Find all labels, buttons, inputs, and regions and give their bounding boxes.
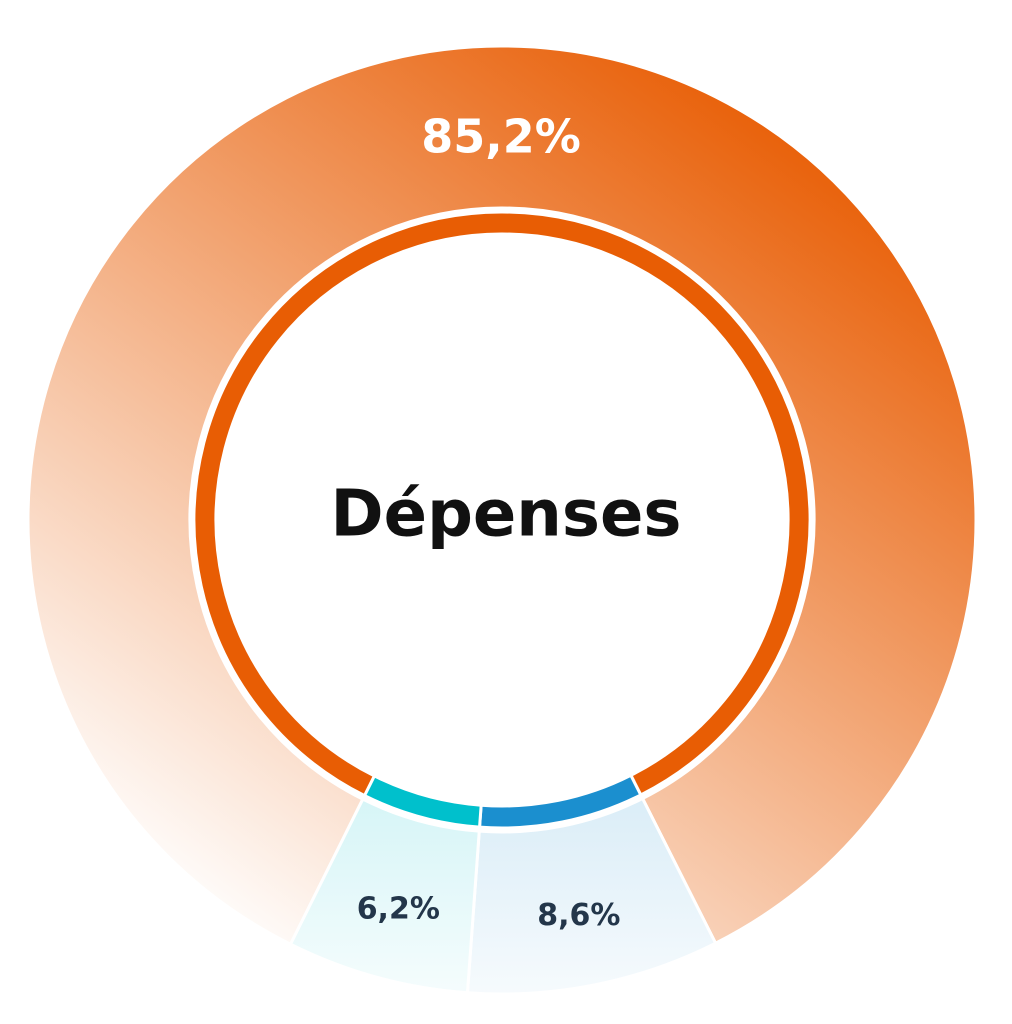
value-label: 85,2%	[421, 110, 581, 164]
value-label: 6,2%	[357, 892, 440, 927]
value-label: 8,6%	[537, 898, 620, 933]
outer-wedge	[26, 44, 978, 947]
center-label: Dépenses	[331, 478, 682, 552]
wedges	[26, 44, 978, 996]
outer-wedge	[288, 797, 481, 995]
labels: 85,2% 8,6% 6,2%	[357, 110, 621, 933]
ring-segment	[192, 210, 812, 798]
ring	[192, 210, 812, 830]
ring-segment	[362, 773, 483, 829]
